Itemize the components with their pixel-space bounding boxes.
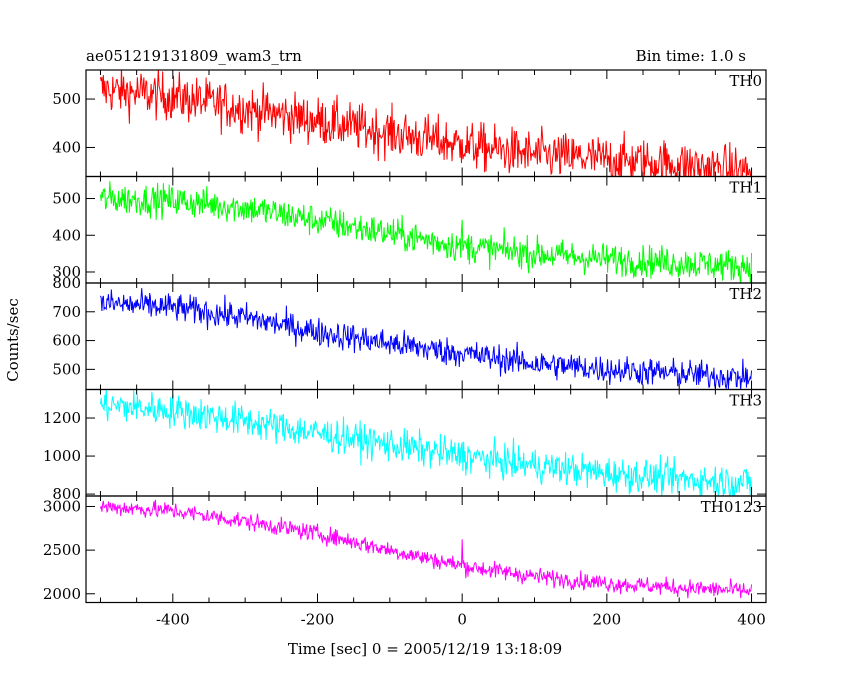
y-tick-label: 500 bbox=[52, 190, 81, 208]
x-tick-label: 0 bbox=[457, 611, 467, 629]
panel-label: TH0123 bbox=[701, 498, 762, 516]
y-tick-label: 1200 bbox=[43, 409, 81, 427]
y-tick-label: 400 bbox=[52, 226, 81, 244]
y-tick-label: 3000 bbox=[43, 497, 81, 515]
y-tick-label: 300 bbox=[52, 263, 81, 281]
series-line-th0123 bbox=[99, 499, 753, 599]
panels: 400 500 TH0 300 400 500 TH1 500 600 700 800 TH2 800 1… bbox=[43, 69, 767, 629]
panel-frame bbox=[85, 495, 767, 604]
bin-time-label: Bin time: 1.0 s bbox=[636, 47, 746, 65]
y-tick-label: 600 bbox=[52, 332, 81, 350]
panel-th0123: 2000 2500 3000 TH0123 bbox=[43, 495, 767, 604]
x-tick-label: 200 bbox=[593, 611, 622, 629]
y-tick-label: 1000 bbox=[43, 447, 81, 465]
y-tick-label: 700 bbox=[52, 303, 81, 321]
chart-title: ae051219131809_wam3_trn bbox=[86, 47, 302, 65]
y-tick-label: 800 bbox=[52, 485, 81, 503]
panel-th1: 300 400 500 TH1 bbox=[52, 175, 767, 284]
panel-label: TH3 bbox=[729, 392, 762, 410]
panel-label: TH0 bbox=[729, 72, 762, 90]
y-tick-label: 2000 bbox=[43, 585, 81, 603]
series-line-th1 bbox=[99, 181, 753, 283]
y-tick-label: 500 bbox=[52, 360, 81, 378]
x-tick-label: -400 bbox=[156, 611, 190, 629]
panel-label: TH1 bbox=[729, 179, 762, 197]
panel-th3: 800 1000 1200 TH3 bbox=[43, 388, 767, 503]
panel-label: TH2 bbox=[729, 285, 762, 303]
x-tick-label: 400 bbox=[737, 611, 766, 629]
y-tick-label: 400 bbox=[52, 138, 81, 156]
x-axis-label: Time [sec] 0 = 2005/12/19 13:18:09 bbox=[288, 640, 562, 658]
x-tick-label: -200 bbox=[301, 611, 335, 629]
panel-th2: 500 600 700 800 TH2 bbox=[52, 274, 767, 391]
y-axis-label: Counts/sec bbox=[4, 298, 22, 382]
series-line-th3 bbox=[99, 389, 753, 496]
y-tick-label: 800 bbox=[52, 274, 81, 292]
series-line-th2 bbox=[100, 288, 753, 390]
series-line-th0 bbox=[99, 70, 753, 177]
y-tick-label: 500 bbox=[52, 90, 81, 108]
y-tick-label: 2500 bbox=[43, 541, 81, 559]
